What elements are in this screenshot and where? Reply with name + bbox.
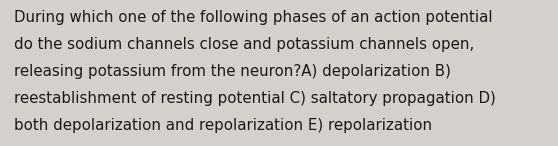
Text: During which one of the following phases of an action potential: During which one of the following phases… — [14, 10, 493, 25]
Text: do the sodium channels close and potassium channels open,: do the sodium channels close and potassi… — [14, 37, 474, 52]
Text: both depolarization and repolarization E) repolarization: both depolarization and repolarization E… — [14, 118, 432, 133]
Text: releasing potassium from the neuron?A) depolarization B): releasing potassium from the neuron?A) d… — [14, 64, 451, 79]
Text: reestablishment of resting potential C) saltatory propagation D): reestablishment of resting potential C) … — [14, 91, 496, 106]
